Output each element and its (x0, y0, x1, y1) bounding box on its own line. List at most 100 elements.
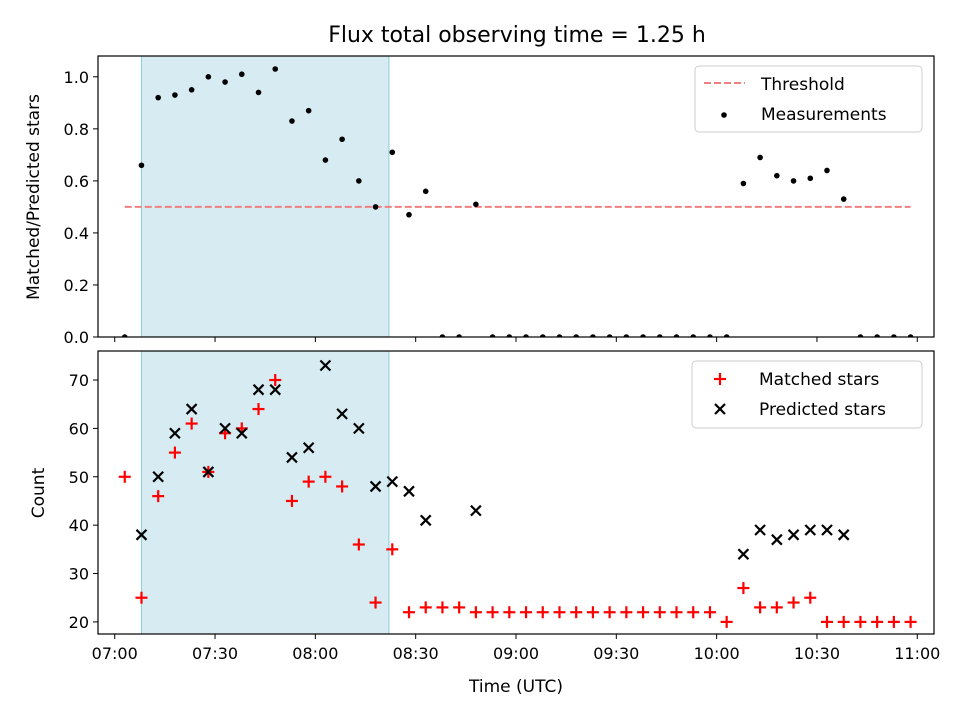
measurement-point (556, 334, 563, 337)
measurement-point (807, 175, 814, 182)
predicted-x-b (837, 529, 850, 541)
predicted-x-b (302, 441, 315, 454)
measurement-point (907, 334, 914, 337)
matched-star-point (319, 470, 332, 483)
predicted-star-point (837, 529, 850, 541)
measurement-point (155, 94, 161, 101)
predicted-x-b (771, 533, 783, 546)
measurement-point (456, 334, 462, 337)
matched-star-point (904, 615, 917, 628)
measurement-point (406, 211, 412, 218)
measurement-point (339, 136, 345, 143)
measurement-point (389, 149, 396, 156)
matched-star-point (252, 403, 265, 416)
matched-star-point (653, 606, 666, 619)
x-tick-label: 09:30 (593, 644, 639, 663)
predicted-star-point (336, 408, 348, 420)
measurement-point (255, 89, 262, 96)
measurement-point (489, 334, 496, 337)
measurement-point (439, 334, 446, 337)
predicted-x-b (286, 451, 298, 464)
matched-star-point (820, 615, 833, 628)
predicted-star-point (403, 485, 415, 498)
x-axis-label: Time (UTC) (468, 677, 563, 697)
predicted-star-point (269, 383, 282, 396)
count-points (118, 359, 917, 628)
matched-star-point (352, 538, 365, 551)
x-tick-label: 08:00 (292, 644, 338, 663)
predicted-x-b (169, 427, 181, 440)
measurement-point (172, 92, 178, 98)
predicted-x-b (754, 524, 766, 536)
matched-star-point (386, 543, 399, 556)
measurement-point (506, 334, 513, 337)
predicted-star-point (821, 524, 833, 536)
legend-predicted-label: Predicted stars (759, 400, 886, 420)
predicted-star-point (804, 524, 817, 536)
predicted-x-b (319, 359, 332, 372)
measurement-point (606, 334, 613, 337)
measurement-point (857, 334, 864, 337)
matched-star-point (586, 606, 599, 619)
matched-star-point (837, 615, 850, 628)
measurement-point (322, 157, 329, 163)
predicted-star-point (202, 466, 215, 478)
matched-star-point (637, 606, 650, 619)
predicted-x-b (336, 408, 348, 420)
matched-star-point (285, 494, 298, 507)
predicted-x-b (821, 524, 833, 536)
top-y-tick-label: 0.2 (64, 276, 89, 295)
predicted-star-point (386, 475, 399, 488)
predicted-star-point (236, 427, 248, 440)
predicted-star-point (302, 441, 315, 454)
predicted-x-b (252, 383, 265, 396)
legend-measurements-label: Measurements (761, 105, 887, 125)
measurement-point (272, 66, 279, 72)
top-y-tick-label: 0.4 (64, 224, 89, 243)
predicted-star-point (419, 514, 432, 527)
predicted-x-b (135, 529, 148, 541)
measurement-point (422, 188, 429, 195)
measurement-point (623, 334, 630, 337)
measurement-point (305, 107, 312, 114)
predicted-star-point (185, 403, 198, 415)
matched-star-point (402, 606, 415, 619)
top-legend-box (694, 65, 923, 133)
x-tick-label: 09:00 (493, 644, 539, 663)
predicted-star-point (252, 383, 265, 396)
matched-star-point (553, 606, 566, 619)
measurement-point (891, 334, 897, 337)
observation-span-shade-bottom (140, 350, 390, 635)
bottom-panel: 20 30 40 50 60 70 07:00 07:30 08:00 08:30 09:00 09… (29, 350, 940, 697)
predicted-x-b (470, 504, 482, 517)
measurement-point (205, 74, 212, 80)
measurement-point (121, 334, 128, 337)
measurement-point (840, 196, 847, 202)
matched-star-point (620, 606, 633, 619)
measurement-point (138, 162, 145, 169)
bottom-y-tick-label: 30 (69, 565, 89, 584)
matched-star-point (720, 615, 733, 628)
predicted-star-point (369, 480, 382, 493)
x-tick-label: 10:30 (794, 644, 840, 663)
matched-star-point (469, 606, 482, 619)
x-tick-label: 10:00 (694, 644, 740, 663)
bottom-y-tick-label: 50 (69, 468, 89, 487)
bottom-legend-box (691, 360, 923, 429)
x-tick-label: 11:00 (894, 644, 940, 663)
matched-star-point (503, 606, 516, 619)
matched-star-point (269, 374, 282, 387)
matched-star-point (787, 596, 800, 609)
measurement-point (740, 180, 747, 187)
matched-star-point (486, 606, 499, 619)
predicted-star-point (169, 427, 181, 440)
predicted-x-b (353, 422, 365, 435)
bottom-y-ticks: 20 30 40 50 60 70 (69, 371, 98, 632)
predicted-x-b (202, 466, 215, 478)
matched-star-point (754, 601, 767, 614)
legend-matched-swatch (714, 373, 726, 385)
bottom-y-tick-label: 70 (69, 371, 89, 390)
measurement-point (723, 334, 730, 337)
bottom-y-tick-label: 40 (69, 516, 89, 535)
